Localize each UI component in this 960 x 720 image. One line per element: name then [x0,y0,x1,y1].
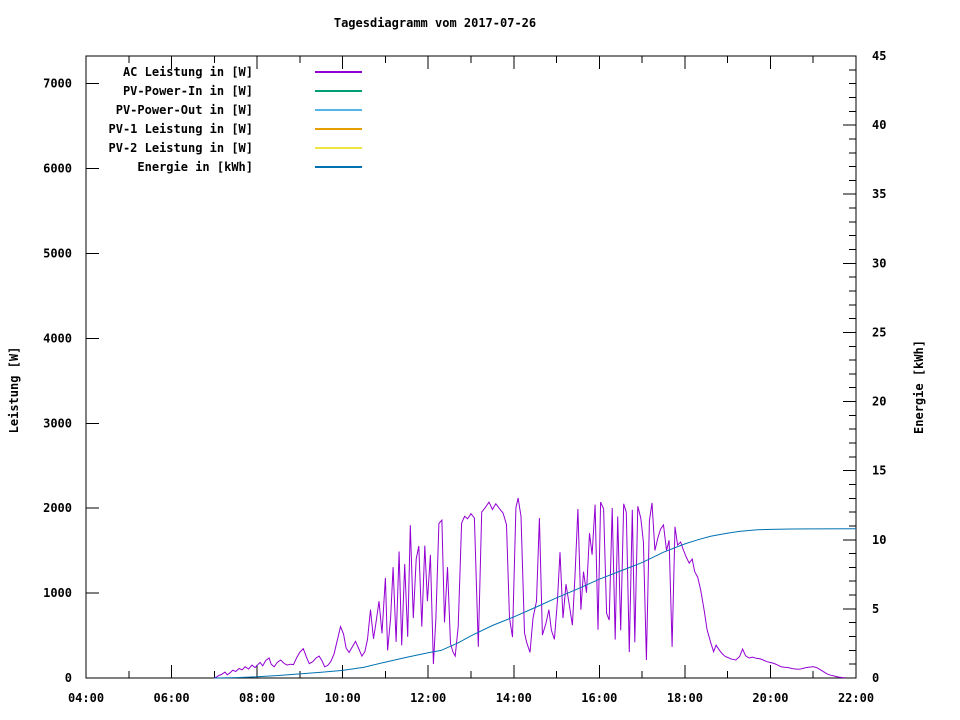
legend-line-sample [315,127,362,130]
x-tick-label: 10:00 [325,691,361,705]
y-right-tick-label: 20 [872,395,886,409]
y-left-tick-label: 3000 [43,416,72,430]
y-right-tick-label: 30 [872,256,886,270]
series-ac-leistung [214,497,846,679]
y-right-tick-label: 5 [872,602,879,616]
legend-label: AC Leistung in [W] [122,64,253,79]
y-left-tick-label: 5000 [43,246,72,260]
legend-line-sample [315,70,362,73]
y-right-tick-label: 10 [872,533,886,547]
y-right-tick-label: 45 [872,49,886,63]
legend-item-pv-power-out: PV-Power-Out in [W] [86,100,362,119]
legend-label: PV-Power-Out in [W] [115,102,253,117]
y-left-tick-label: 0 [65,671,72,685]
legend-label: PV-1 Leistung in [W] [108,121,254,136]
legend-label: PV-Power-In in [W] [122,83,253,98]
y-left-tick-label: 2000 [43,501,72,515]
x-tick-label: 04:00 [68,691,104,705]
x-tick-label: 08:00 [239,691,275,705]
y-right-tick-label: 15 [872,464,886,478]
legend-line-sample [315,108,362,111]
y-right-tick-label: 40 [872,118,886,132]
chart-title: Tagesdiagramm vom 2017-07-26 [333,16,537,30]
y-left-tick-label: 4000 [43,331,72,345]
legend-item-pv-power-in: PV-Power-In in [W] [86,81,362,100]
series-energie [214,528,857,679]
x-tick-label: 14:00 [496,691,532,705]
x-tick-label: 18:00 [667,691,703,705]
legend-item-pv-2-leistung: PV-2 Leistung in [W] [86,138,362,157]
y-right-tick-label: 0 [872,671,879,685]
y-left-tick-label: 6000 [43,162,72,176]
x-tick-label: 22:00 [838,691,874,705]
x-tick-label: 20:00 [752,691,788,705]
legend-item-pv-1-leistung: PV-1 Leistung in [W] [86,119,362,138]
y-right-tick-label: 25 [872,325,886,339]
y-left-tick-label: 1000 [43,586,72,600]
legend: AC Leistung in [W] PV-Power-In in [W] PV-P… [86,62,362,176]
y-right-tick-label: 35 [872,187,886,201]
y-left-tick-label: 7000 [43,77,72,91]
legend-item-ac-leistung: AC Leistung in [W] [86,62,362,81]
legend-line-sample [315,165,362,168]
legend-item-energie: Energie in [kWh] [86,157,362,176]
x-tick-label: 06:00 [153,691,189,705]
legend-label: Energie in [kWh] [137,159,253,174]
legend-line-sample [315,146,362,149]
x-tick-label: 16:00 [581,691,617,705]
legend-label: PV-2 Leistung in [W] [108,140,254,155]
x-tick-label: 12:00 [410,691,446,705]
legend-line-sample [315,89,362,92]
